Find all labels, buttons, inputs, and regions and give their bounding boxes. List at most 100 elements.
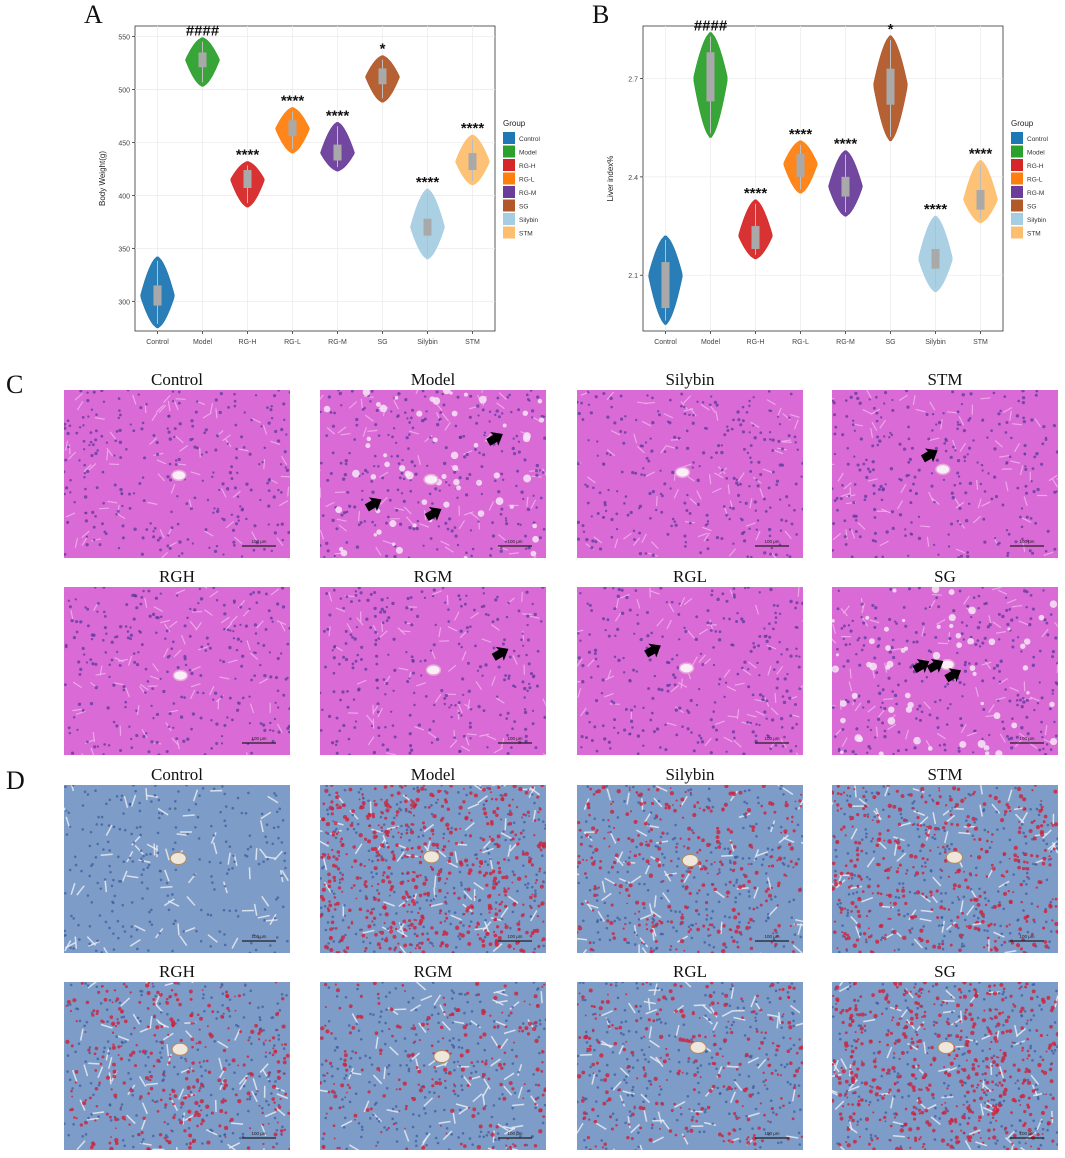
scale-bar-label: 100 μm bbox=[507, 934, 522, 939]
x-tick-label: RG-H bbox=[747, 339, 765, 346]
scale-bar-label: 100 μm bbox=[1019, 934, 1034, 939]
scale-bar-label: 100 μm bbox=[1019, 1131, 1034, 1136]
x-tick-label: SG bbox=[885, 339, 895, 346]
oil-red-panel-title: STM bbox=[927, 765, 963, 784]
x-tick-label: Control bbox=[146, 339, 169, 346]
legend-label: RG-M bbox=[1027, 190, 1044, 197]
legend-label: Silybin bbox=[1027, 217, 1047, 224]
x-tick-label: RG-M bbox=[328, 339, 347, 346]
x-tick-label: STM bbox=[465, 339, 480, 346]
x-tick-label: RG-M bbox=[836, 339, 855, 346]
significance-label: * bbox=[380, 41, 386, 58]
lesion-arrow bbox=[920, 448, 938, 463]
legend-swatch bbox=[503, 213, 515, 225]
box-iqr bbox=[288, 120, 297, 137]
significance-label: #### bbox=[694, 18, 728, 35]
he-panel-title: RGM bbox=[413, 567, 453, 586]
oil-red-micrograph: 100 μm bbox=[320, 785, 546, 953]
y-tick-label: 300 bbox=[118, 299, 130, 306]
oil-red-panel-title: RGL bbox=[673, 962, 707, 981]
legend-label: RG-H bbox=[1027, 163, 1044, 170]
significance-label: **** bbox=[281, 93, 305, 110]
legend-swatch bbox=[1011, 213, 1023, 225]
legend-title: Group bbox=[1011, 119, 1034, 128]
he-panel-title: SG bbox=[934, 567, 956, 586]
he-panel-title: Silybin bbox=[665, 370, 715, 389]
y-tick-label: 450 bbox=[118, 140, 130, 147]
box-iqr bbox=[976, 189, 985, 210]
plot-area bbox=[134, 25, 496, 332]
scale-bar-label: 100 μm bbox=[251, 539, 266, 544]
he-panel-title: Model bbox=[410, 370, 456, 389]
oil-red-panel-title: Control bbox=[151, 765, 203, 784]
legend-swatch bbox=[503, 172, 515, 185]
he-micrograph: 100 μm bbox=[320, 390, 546, 558]
he-panel-title: RGL bbox=[673, 567, 707, 586]
box-iqr bbox=[841, 176, 850, 197]
scale-bar-label: 100 μm bbox=[251, 934, 266, 939]
x-tick-label: RG-H bbox=[239, 339, 257, 346]
y-tick-label: 2.1 bbox=[628, 273, 638, 280]
scale-bar-label: 100 μm bbox=[251, 1131, 266, 1136]
scale-bar-label: 100 μm bbox=[1019, 736, 1034, 741]
lesion-arrow bbox=[644, 643, 661, 658]
legend-label: RG-L bbox=[1027, 177, 1043, 184]
x-tick-label: Silybin bbox=[925, 339, 946, 346]
scale-bar-label: 100 μm bbox=[507, 539, 522, 544]
lesion-arrow bbox=[486, 432, 503, 446]
box-iqr bbox=[423, 218, 432, 236]
lesion-arrow bbox=[926, 659, 944, 673]
lesion-arrow bbox=[491, 646, 509, 661]
box-iqr bbox=[198, 52, 207, 68]
legend-label: RG-M bbox=[519, 190, 536, 197]
legend-label: Control bbox=[1027, 136, 1049, 143]
he-micrograph: 100 μm bbox=[832, 587, 1058, 755]
oil-red-micrograph: 100 μm bbox=[832, 982, 1058, 1150]
legend-label: Silybin bbox=[519, 217, 539, 224]
x-tick-label: Silybin bbox=[417, 339, 438, 346]
box-iqr bbox=[751, 226, 760, 250]
he-micrograph: 100 μm bbox=[64, 390, 290, 558]
box-iqr bbox=[468, 153, 477, 171]
legend-label: SG bbox=[1027, 204, 1036, 211]
oil-red-micrograph: 100 μm bbox=[320, 982, 546, 1150]
y-axis-label: Liver index% bbox=[606, 156, 615, 202]
y-tick-label: 2.4 bbox=[628, 175, 638, 182]
significance-label: **** bbox=[969, 145, 993, 162]
significance-label: **** bbox=[236, 147, 260, 164]
scale-bar-label: 100 μm bbox=[764, 934, 779, 939]
he-panel-title: Control bbox=[151, 370, 203, 389]
x-tick-label: Control bbox=[654, 339, 677, 346]
legend-label: Model bbox=[1027, 150, 1045, 157]
he-panel-title: RGH bbox=[159, 567, 195, 586]
x-tick-label: Model bbox=[193, 339, 213, 346]
panel-letter-a: A bbox=[84, 0, 103, 29]
significance-label: * bbox=[888, 21, 894, 38]
legend-label: SG bbox=[519, 204, 528, 211]
he-micrograph: 100 μm bbox=[832, 390, 1058, 558]
box-iqr bbox=[378, 68, 387, 85]
legend-swatch bbox=[1011, 159, 1023, 171]
legend-label: Model bbox=[519, 150, 537, 157]
legend-label: RG-L bbox=[519, 177, 535, 184]
legend-label: Control bbox=[519, 136, 541, 143]
x-tick-label: Model bbox=[701, 339, 721, 346]
he-micrograph: 100 μm bbox=[577, 587, 803, 755]
lesion-arrow bbox=[364, 497, 382, 512]
box-iqr bbox=[796, 153, 805, 177]
box-iqr bbox=[706, 52, 715, 102]
legend-swatch bbox=[1011, 145, 1023, 158]
panel-letter-c: C bbox=[6, 370, 24, 399]
legend-label: RG-H bbox=[519, 163, 536, 170]
y-tick-label: 500 bbox=[118, 88, 130, 95]
box-iqr bbox=[243, 170, 252, 189]
oil-red-panel-title: SG bbox=[934, 962, 956, 981]
scale-bar-label: 100 μm bbox=[764, 539, 779, 544]
lesion-arrow bbox=[424, 507, 442, 521]
oil-red-micrograph: 100 μm bbox=[64, 982, 290, 1150]
scale-bar-label: 100 μm bbox=[507, 736, 522, 741]
legend-swatch bbox=[1011, 186, 1023, 198]
panel-letter-b: B bbox=[592, 0, 610, 29]
legend-swatch bbox=[1011, 132, 1023, 144]
box-iqr bbox=[931, 249, 940, 269]
